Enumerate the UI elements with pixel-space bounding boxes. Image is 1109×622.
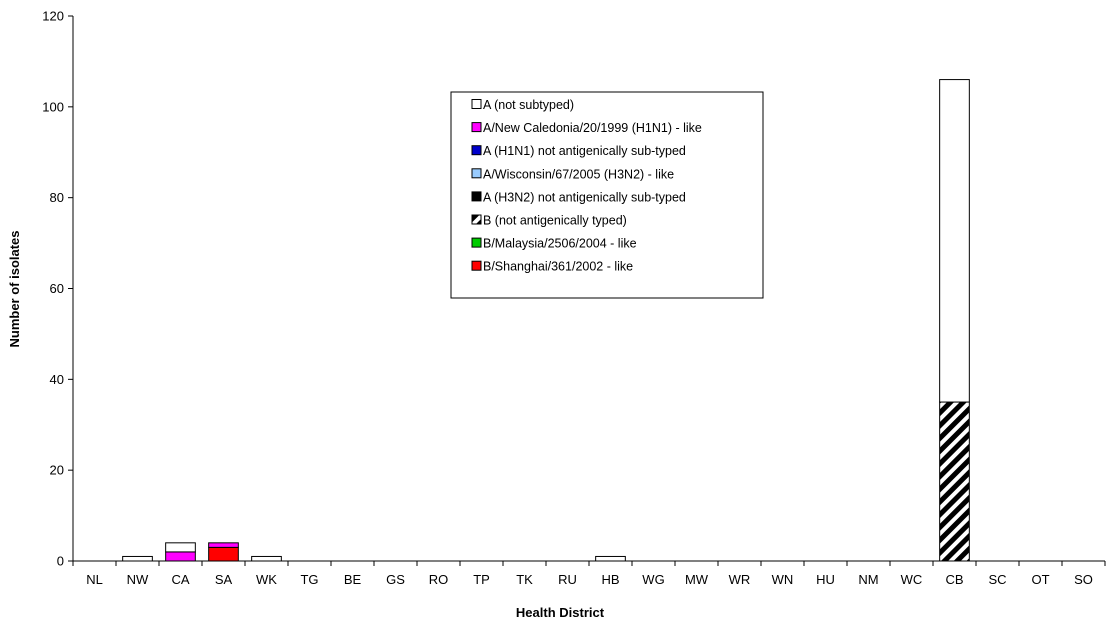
x-tick-label: HU [816, 572, 835, 587]
x-tick-label: TP [473, 572, 490, 587]
legend: A (not subtyped) A/New Caledonia/20/1999 … [450, 91, 764, 299]
bar-sa-b-shanghai-361-2002-like [208, 546, 239, 562]
legend-swatch-a-wisconsin-67-2005-h3n2-like [471, 168, 482, 179]
x-tick-label: CB [945, 572, 963, 587]
x-tick-label: SO [1074, 572, 1093, 587]
x-tick-label: NL [86, 572, 103, 587]
x-tick-label: RO [429, 572, 449, 587]
legend-label: A/New Caledonia/20/1999 (H1N1) - like [483, 121, 702, 135]
y-tick-label: 0 [57, 554, 64, 569]
legend-label: B (not antigenically typed) [483, 214, 627, 228]
bar-ca-a-new-caledonia-20-1999-h1n1-like [165, 551, 196, 562]
x-tick-label: WC [901, 572, 923, 587]
axes-layer: 0 20 40 60 80 100 120 NL NW CA SA WK TG BE GS RO TP TK RU H… [42, 9, 1106, 587]
x-tick-label: WK [256, 572, 277, 587]
bar-cb-b-not-antigenically-typed [939, 401, 970, 562]
bars-layer [122, 79, 970, 562]
bar-nw-a-not-subtyped [122, 555, 153, 562]
x-tick-label: NM [858, 572, 878, 587]
x-tick-label: BE [344, 572, 362, 587]
bar-hb-a-not-subtyped [595, 555, 626, 562]
legend-label: A (not subtyped) [483, 98, 574, 112]
legend-label: B/Shanghai/361/2002 - like [483, 260, 633, 274]
y-tick-label: 120 [42, 9, 64, 24]
x-tick-label: NW [127, 572, 149, 587]
y-tick-label: 20 [50, 463, 64, 478]
legend-swatch-b-malaysia-2506-2004-like [471, 237, 482, 248]
x-axis-title: Health District [516, 605, 605, 620]
bar-wk-a-not-subtyped [251, 555, 282, 562]
y-tick-label: 40 [50, 372, 64, 387]
x-tick-label: TK [516, 572, 533, 587]
x-tick-label: WN [772, 572, 794, 587]
y-tick-label: 100 [42, 99, 64, 114]
x-tick-label: MW [685, 572, 709, 587]
bar-ca-a-not-subtyped [165, 542, 196, 553]
legend-swatch-a-h3n2-not-antigenically-sub-typed [471, 191, 482, 202]
legend-swatch-a-not-subtyped [471, 99, 482, 109]
legend-label: A (H1N1) not antigenically sub-typed [483, 144, 686, 158]
x-tick-label: SA [215, 572, 233, 587]
x-tick-label: TG [300, 572, 318, 587]
bar-sa-a-new-caledonia-20-1999-h1n1-like [208, 542, 239, 548]
legend-swatch-a-new-caledonia-20-1999-h1n1-like [471, 122, 482, 133]
y-tick-label: 80 [50, 190, 64, 205]
legend-swatch-b-shanghai-361-2002-like [471, 260, 482, 271]
x-tick-label: CA [171, 572, 189, 587]
x-tick-label: SC [988, 572, 1006, 587]
x-tick-label: OT [1031, 572, 1049, 587]
legend-swatch-a-h1n1-not-antigenically-sub-typed [471, 145, 482, 156]
legend-label: B/Malaysia/2506/2004 - like [483, 237, 637, 251]
x-tick-label: HB [601, 572, 619, 587]
y-tick-label: 60 [50, 281, 64, 296]
x-tick-label: WG [642, 572, 664, 587]
legend-label: A (H3N2) not antigenically sub-typed [483, 190, 686, 204]
legend-label: A/Wisconsin/67/2005 (H3N2) - like [483, 167, 674, 181]
x-tick-label: WR [729, 572, 751, 587]
bar-cb-a-not-subtyped [939, 79, 970, 403]
legend-box [450, 91, 764, 299]
x-tick-label: GS [386, 572, 405, 587]
legend-swatch-b-not-antigenically-typed [471, 214, 482, 225]
y-axis-title: Number of isolates [7, 230, 22, 347]
x-tick-label: RU [558, 572, 577, 587]
